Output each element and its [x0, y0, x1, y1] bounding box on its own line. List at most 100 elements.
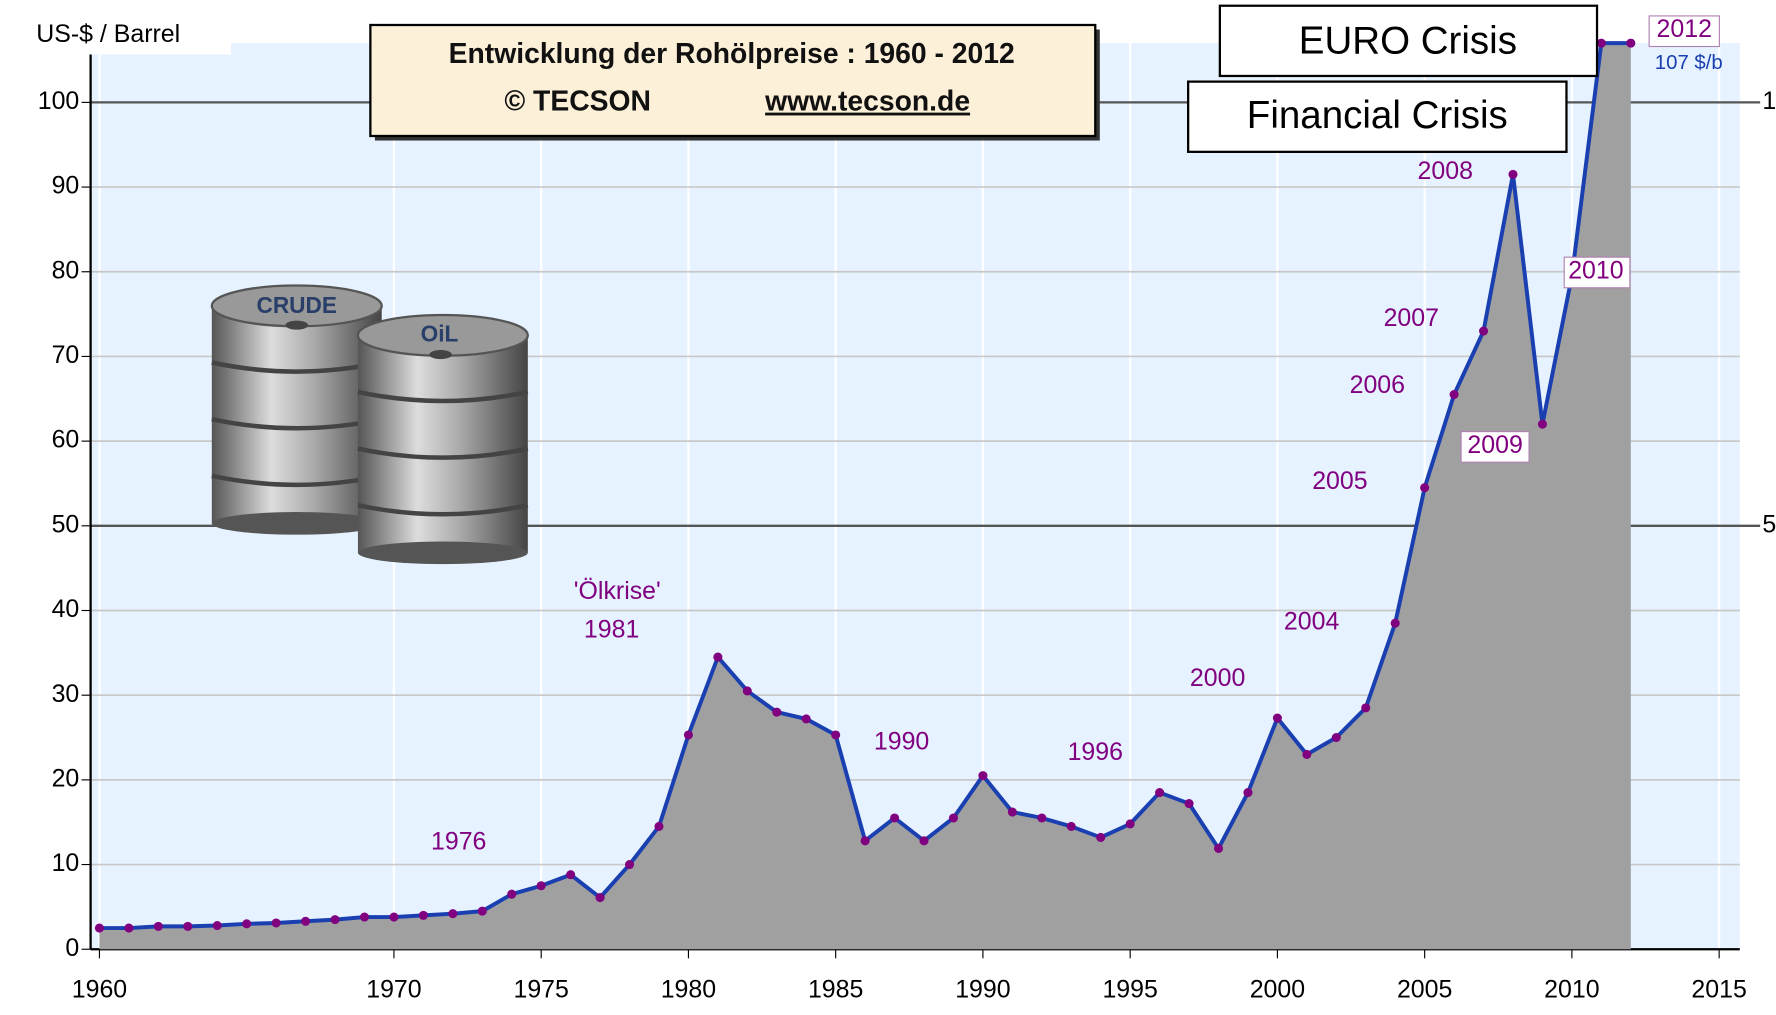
marker — [301, 916, 311, 926]
marker — [418, 910, 428, 920]
annotation-box — [1648, 15, 1720, 48]
marker — [477, 906, 487, 916]
marker — [624, 860, 635, 870]
marker — [1184, 799, 1194, 809]
marker — [978, 771, 988, 781]
marker — [1037, 813, 1047, 823]
annotation-box — [1187, 80, 1568, 153]
marker — [1007, 807, 1017, 817]
marker — [271, 918, 281, 928]
marker — [713, 652, 723, 662]
area — [99, 43, 1631, 950]
marker — [1361, 703, 1371, 713]
marker — [948, 813, 958, 823]
marker — [242, 919, 252, 929]
x-tick-label: 2005 — [1397, 976, 1452, 1004]
marker — [212, 920, 222, 931]
annotation: 2009 — [1467, 431, 1522, 459]
annotation: 'Ölkrise' — [574, 577, 661, 605]
y-axis-label: US-$ / Barrel — [36, 20, 180, 48]
x-tick-label: 2015 — [1691, 976, 1746, 1004]
x-tick-label: 1995 — [1102, 976, 1157, 1004]
marker — [1155, 788, 1165, 798]
annotation-box — [1563, 256, 1631, 289]
marker — [448, 909, 458, 919]
marker — [683, 730, 693, 740]
annotation: 107 $/b — [1655, 52, 1723, 74]
marker — [1537, 419, 1547, 429]
annotation: 2008 — [1418, 157, 1473, 185]
y2-tick-label: 100 — [1762, 87, 1776, 115]
marker — [1066, 821, 1076, 831]
url: www.tecson.de — [764, 85, 970, 117]
marker — [389, 912, 399, 922]
annotation: 2010 — [1568, 256, 1623, 284]
marks — [94, 38, 1636, 950]
marker — [1420, 483, 1430, 493]
y-tick-label: 0 — [65, 934, 79, 962]
marker — [1331, 732, 1341, 743]
y-tick-label: 90 — [52, 172, 80, 200]
x-tick-label: 1980 — [661, 976, 716, 1004]
marker — [1302, 749, 1312, 759]
annotation: 2005 — [1312, 467, 1367, 495]
x-tick-label: 1990 — [955, 976, 1010, 1004]
y-tick-label: 30 — [52, 680, 80, 708]
annotation: EURO Crisis — [1299, 19, 1517, 62]
marker — [330, 915, 340, 925]
chart-title: Entwicklung der Rohölpreise : 1960 - 201… — [449, 37, 1015, 69]
annotation: Financial Crisis — [1247, 94, 1508, 137]
y-label-box — [22, 20, 232, 55]
annotation: 2007 — [1384, 304, 1439, 332]
copyright: © TECSON — [504, 85, 651, 117]
barrels: CRUDE OiL — [210, 284, 529, 565]
marker — [1213, 843, 1224, 853]
annotation: 2012 — [1657, 15, 1712, 43]
x-tick-label: 1960 — [72, 976, 127, 1004]
annotation-box — [1218, 4, 1599, 78]
marker — [536, 881, 546, 891]
annotations: EURO Crisis Financial Crisis 'Ölkrise' 1981… — [431, 4, 1723, 855]
marker — [359, 912, 370, 922]
barrel-label: CRUDE — [256, 292, 337, 318]
marker — [1449, 390, 1459, 400]
x-tick-label: 1975 — [513, 976, 568, 1004]
marker — [801, 714, 811, 724]
annotation: 2006 — [1350, 371, 1405, 399]
marker — [1596, 38, 1606, 48]
marker — [1479, 326, 1489, 336]
marker — [890, 813, 900, 823]
marker — [1508, 169, 1518, 179]
marker — [507, 889, 517, 899]
marker — [124, 923, 134, 933]
marker — [595, 893, 605, 903]
x-tick-label: 2010 — [1544, 976, 1599, 1004]
y-tick-label: 50 — [52, 510, 80, 538]
marker — [566, 870, 576, 880]
barrel-label: OiL — [421, 320, 459, 346]
marker — [1626, 38, 1636, 48]
x-tick-label: 2000 — [1250, 976, 1305, 1004]
marker — [831, 730, 841, 740]
y-tick-label: 20 — [52, 764, 80, 792]
y-tick-label: 80 — [52, 256, 80, 284]
marker — [1096, 832, 1106, 842]
marker — [1390, 618, 1400, 628]
marker — [919, 836, 929, 846]
annotation: 1990 — [874, 728, 929, 756]
marker — [772, 707, 782, 717]
y-tick-label: 10 — [52, 849, 80, 877]
annotation: 1976 — [431, 827, 486, 855]
marker — [860, 836, 870, 846]
barrel — [356, 313, 529, 565]
annotation: 2000 — [1190, 664, 1245, 692]
annotation: 2004 — [1284, 608, 1340, 636]
barrel — [210, 284, 383, 535]
title-box — [369, 23, 1097, 138]
y-tick-label: 60 — [52, 426, 80, 454]
marker — [742, 686, 752, 696]
marker — [1272, 713, 1282, 723]
y2-tick-label: 50 — [1762, 510, 1776, 538]
